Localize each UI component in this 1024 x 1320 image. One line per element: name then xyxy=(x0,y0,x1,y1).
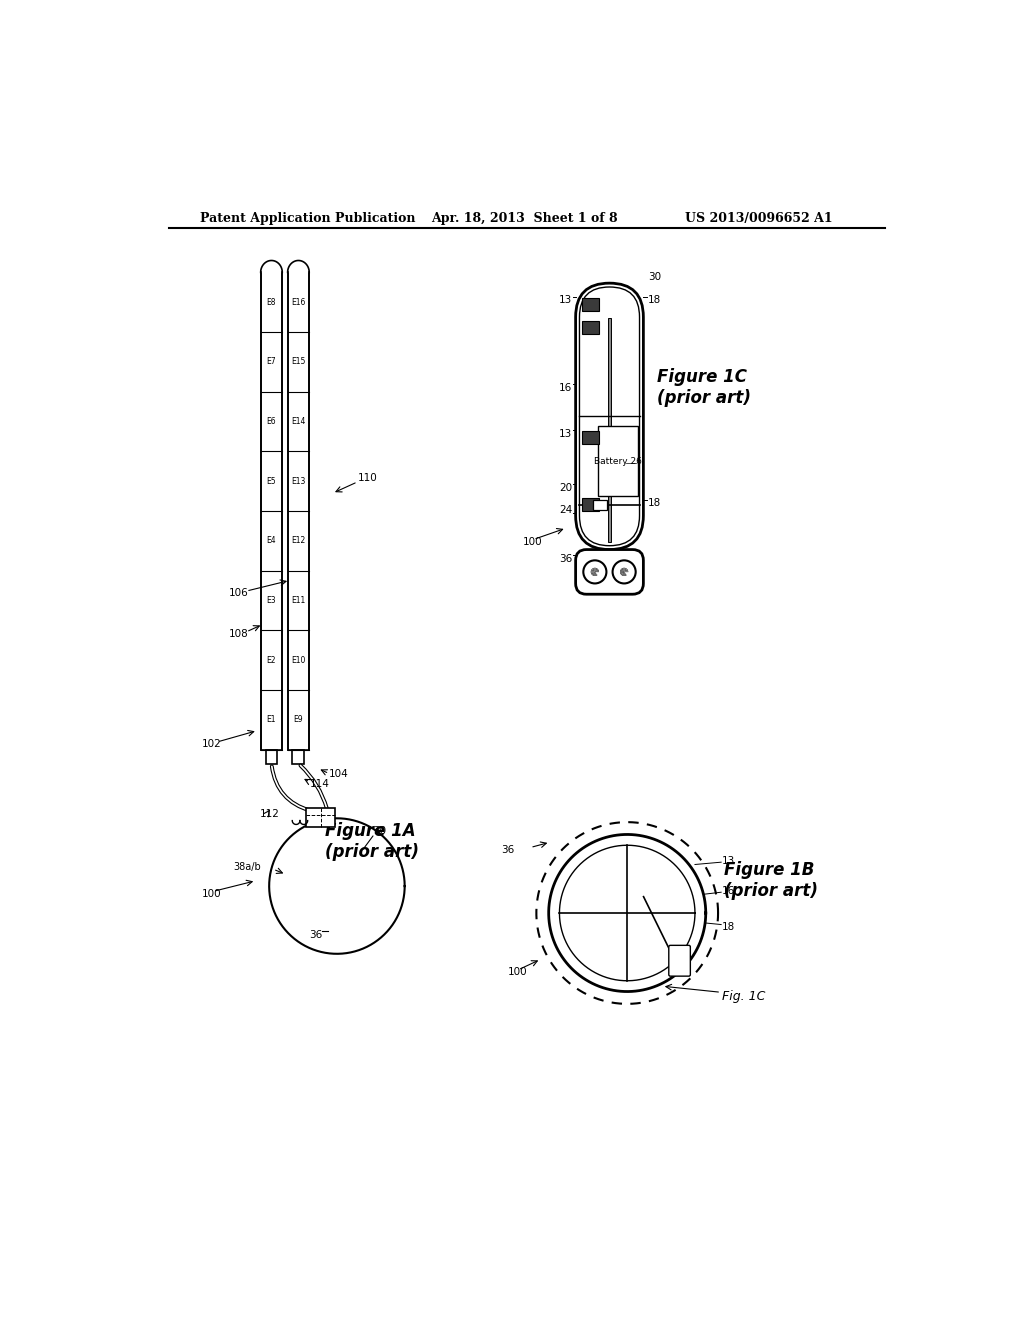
Text: Apr. 18, 2013  Sheet 1 of 8: Apr. 18, 2013 Sheet 1 of 8 xyxy=(431,213,617,224)
Text: 100: 100 xyxy=(202,888,222,899)
Polygon shape xyxy=(549,834,706,991)
Circle shape xyxy=(584,561,606,583)
Text: 112: 112 xyxy=(260,809,280,820)
Text: 104: 104 xyxy=(330,770,349,779)
Text: 20: 20 xyxy=(559,483,572,492)
Bar xyxy=(607,318,611,543)
Bar xyxy=(593,500,607,510)
Text: 30: 30 xyxy=(648,272,662,282)
Text: Figure 1B
(prior art): Figure 1B (prior art) xyxy=(724,861,818,900)
Text: E16: E16 xyxy=(291,298,305,306)
Text: 114: 114 xyxy=(310,779,330,788)
Text: 30: 30 xyxy=(373,825,386,836)
Text: 16: 16 xyxy=(722,887,735,896)
Text: 36: 36 xyxy=(502,845,515,855)
Text: 13: 13 xyxy=(559,296,572,305)
Text: 36: 36 xyxy=(309,929,323,940)
Text: E1: E1 xyxy=(266,715,276,725)
Bar xyxy=(582,430,599,444)
Text: E7: E7 xyxy=(266,358,276,367)
Text: 13: 13 xyxy=(722,855,735,866)
Bar xyxy=(265,750,278,763)
Text: Fig. 1C: Fig. 1C xyxy=(722,990,765,1003)
Bar xyxy=(582,499,599,511)
Text: 110: 110 xyxy=(357,473,378,483)
Text: 102: 102 xyxy=(202,739,221,748)
Bar xyxy=(306,808,336,826)
Text: US 2013/0096652 A1: US 2013/0096652 A1 xyxy=(685,213,833,224)
Text: 16: 16 xyxy=(559,383,572,393)
Text: Figure 1A
(prior art): Figure 1A (prior art) xyxy=(325,822,419,861)
Text: 24: 24 xyxy=(559,504,572,515)
Text: E9: E9 xyxy=(294,715,303,725)
Bar xyxy=(293,750,304,763)
Text: 108: 108 xyxy=(229,630,249,639)
Text: E2: E2 xyxy=(266,656,276,665)
Text: 18: 18 xyxy=(722,921,735,932)
Text: E11: E11 xyxy=(291,597,305,605)
FancyBboxPatch shape xyxy=(575,284,643,549)
Bar xyxy=(582,298,599,312)
Text: 13: 13 xyxy=(559,429,572,440)
Text: E8: E8 xyxy=(266,298,276,306)
Circle shape xyxy=(612,561,636,583)
Text: 100: 100 xyxy=(523,537,543,546)
Text: E12: E12 xyxy=(291,536,305,545)
Text: Figure 1C
(prior art): Figure 1C (prior art) xyxy=(657,368,752,408)
Polygon shape xyxy=(269,818,404,954)
Text: Battery 26: Battery 26 xyxy=(594,457,642,466)
Text: 38a/b: 38a/b xyxy=(233,862,261,871)
Polygon shape xyxy=(288,260,309,272)
Bar xyxy=(598,426,638,496)
Text: E10: E10 xyxy=(291,656,305,665)
FancyBboxPatch shape xyxy=(580,286,640,545)
Text: 38b: 38b xyxy=(617,585,636,595)
Text: 18: 18 xyxy=(648,296,662,305)
Text: E13: E13 xyxy=(291,477,305,486)
Text: E6: E6 xyxy=(266,417,276,426)
Text: E5: E5 xyxy=(266,477,276,486)
Text: 100: 100 xyxy=(508,968,527,977)
Text: 18: 18 xyxy=(648,499,662,508)
Text: 106: 106 xyxy=(229,589,249,598)
Text: Patent Application Publication: Patent Application Publication xyxy=(200,213,416,224)
Polygon shape xyxy=(261,260,283,272)
Text: E14: E14 xyxy=(291,417,305,426)
Text: E15: E15 xyxy=(291,358,305,367)
Bar xyxy=(288,272,309,750)
FancyBboxPatch shape xyxy=(669,945,690,977)
Text: 36: 36 xyxy=(559,554,572,564)
Bar xyxy=(261,272,283,750)
Text: 38a: 38a xyxy=(586,585,604,595)
Text: E3: E3 xyxy=(266,597,276,605)
FancyBboxPatch shape xyxy=(575,549,643,594)
Bar xyxy=(582,321,599,334)
Text: E4: E4 xyxy=(266,536,276,545)
